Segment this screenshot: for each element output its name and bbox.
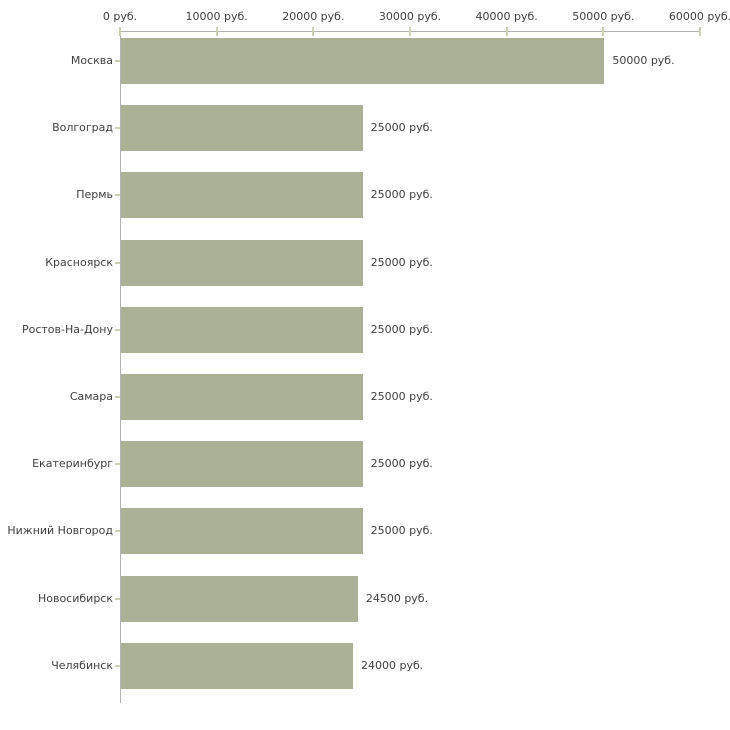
bar (121, 642, 353, 689)
bar-row: Новосибирск 24500 руб. (0, 569, 730, 636)
bar (121, 38, 605, 84)
bar (121, 239, 363, 286)
category-tick-mark (115, 664, 120, 667)
x-tick-label: 30000 руб. (378, 10, 442, 23)
category-tick-mark (115, 396, 120, 398)
category-label: Нижний Новгород (7, 524, 113, 538)
x-tick-mark (119, 27, 121, 36)
bar (121, 508, 363, 555)
x-tick-label: 50000 руб. (572, 10, 635, 23)
y-axis-line (120, 31, 121, 703)
value-label: 24000 руб. (361, 658, 424, 672)
bar (121, 575, 358, 622)
bar-row: Самара 25000 руб. (0, 367, 730, 434)
value-label: 25000 руб. (370, 390, 433, 403)
value-label: 25000 руб. (370, 524, 433, 538)
bar-row: Москва 50000 руб. (0, 31, 730, 98)
x-tick-mark (215, 27, 218, 36)
x-tick-mark (312, 27, 315, 36)
bar-row: Пермь 25000 руб. (0, 165, 730, 232)
bar-row: Ростов-На-Дону 25000 руб. (0, 300, 730, 367)
category-label: Пермь (76, 188, 113, 202)
value-label: 25000 руб. (370, 121, 433, 135)
x-tick-mark (505, 27, 508, 36)
category-label: Москва (70, 54, 113, 67)
value-label: 25000 руб. (370, 255, 433, 269)
bar-row: Волгоград 25000 руб. (0, 98, 730, 165)
bar-row: Нижний Новгород 25000 руб. (0, 501, 730, 568)
x-tick-label: 40000 руб. (475, 10, 538, 23)
category-tick-mark (115, 328, 120, 331)
bar (121, 172, 363, 219)
value-label: 25000 руб. (370, 322, 433, 336)
bar-row: Челябинск 24000 руб. (0, 636, 730, 703)
bar (121, 105, 363, 152)
value-label: 24500 руб. (365, 591, 429, 605)
category-label: Екатеринбург (32, 457, 113, 471)
category-label: Челябинск (51, 658, 113, 672)
category-label: Новосибирск (37, 591, 113, 605)
category-label: Красноярск (45, 255, 113, 269)
bar (121, 306, 363, 353)
category-tick-mark (115, 60, 120, 62)
x-tick-label: 10000 руб. (185, 10, 248, 23)
x-tick-mark (699, 27, 701, 36)
category-tick-mark (115, 127, 120, 130)
category-tick-mark (115, 463, 120, 466)
category-tick-mark (115, 194, 120, 197)
bar (121, 441, 363, 488)
x-tick-label: 20000 руб. (282, 10, 345, 23)
x-tick-mark (409, 27, 411, 36)
x-tick-label: 0 руб. (102, 10, 138, 23)
category-tick-mark (115, 597, 120, 600)
bar-row: Екатеринбург 25000 руб. (0, 434, 730, 501)
bar (121, 374, 363, 420)
value-label: 25000 руб. (370, 457, 433, 471)
category-tick-mark (115, 261, 120, 264)
category-label: Самара (69, 390, 113, 403)
category-label: Ростов-На-Дону (21, 322, 113, 336)
bar-row: Красноярск 25000 руб. (0, 233, 730, 300)
value-label: 25000 руб. (370, 188, 433, 202)
x-tick-label: 60000 руб. (668, 10, 730, 23)
value-label: 50000 руб. (612, 54, 675, 67)
x-tick-mark (602, 27, 605, 36)
category-tick-mark (115, 530, 120, 533)
category-label: Волгоград (52, 121, 113, 135)
